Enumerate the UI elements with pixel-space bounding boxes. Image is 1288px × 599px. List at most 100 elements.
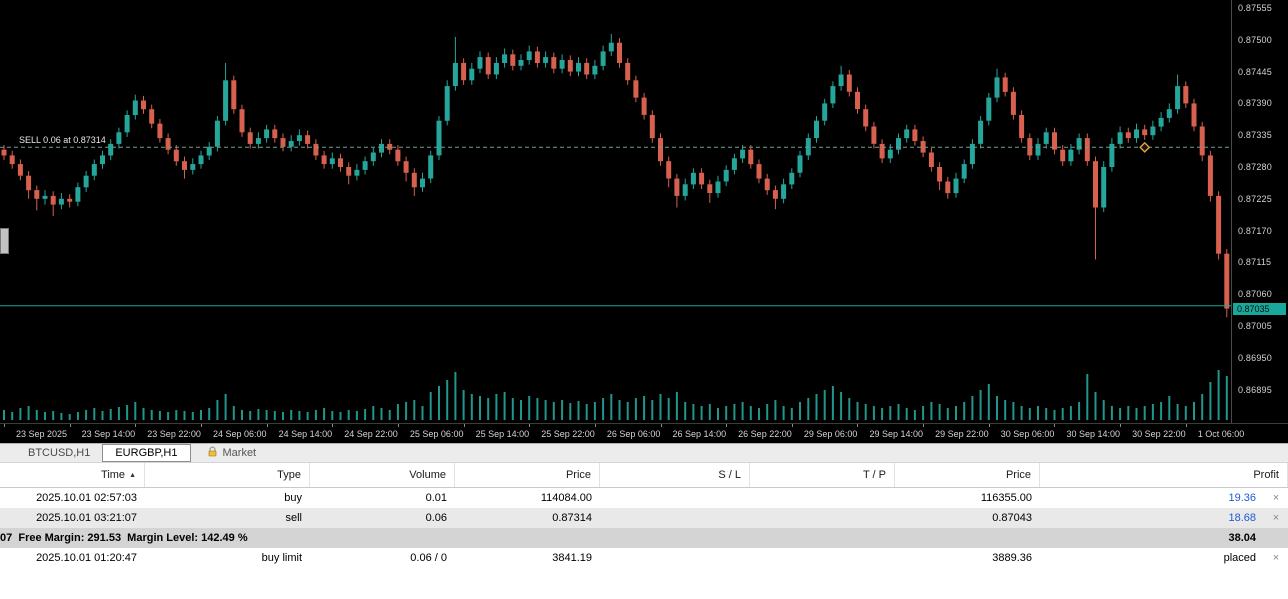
time-axis-label: 29 Sep 14:00 (869, 429, 924, 439)
cell-open-price: 3841.19 (552, 552, 592, 564)
price-axis[interactable]: 0.87555 0.87500 0.87445 0.87390 0.87335 0.872… (1231, 0, 1288, 423)
account-summary-row: 07 Free Margin: 291.53 Margin Level: 142… (0, 528, 1288, 548)
pending-order-row[interactable]: 2025.10.01 01:20:47 buy limit 0.06 / 0 3… (0, 548, 1288, 568)
time-axis-label: 23 Sep 22:00 (147, 429, 201, 439)
time-axis-tick (463, 424, 465, 427)
cell-open-price: 0.87314 (552, 512, 592, 524)
time-axis-tick (266, 424, 268, 427)
cell-type: buy limit (261, 552, 302, 564)
price-axis-label: 0.87445 (1238, 66, 1272, 77)
column-header-time-label: Time (101, 469, 126, 481)
time-axis-tick (135, 424, 137, 427)
total-profit: 38.04 (1228, 532, 1256, 544)
price-axis-label: 0.87280 (1238, 162, 1272, 172)
time-axis-tick (69, 424, 71, 427)
time-axis-tick (1120, 424, 1122, 427)
time-axis-tick (923, 424, 925, 427)
cell-type: buy (284, 492, 302, 504)
close-position-icon[interactable]: × (1272, 492, 1280, 504)
terminal-panel: Time ▲ Type Volume Price S / L T / P Pri… (0, 463, 1288, 568)
column-header-tp[interactable]: T / P (750, 463, 895, 487)
trade-marker-icon (1139, 141, 1151, 153)
price-axis-label: 0.87225 (1238, 193, 1272, 204)
cell-profit: 19.36 (1228, 492, 1256, 504)
time-axis-tick (1054, 424, 1056, 427)
cell-time: 2025.10.01 03:21:07 (36, 512, 137, 524)
time-axis-label: 25 Sep 14:00 (475, 429, 530, 439)
time-axis-label: 29 Sep 06:00 (803, 429, 858, 439)
price-axis-label: 0.87005 (1238, 321, 1272, 331)
time-axis-label: 1 Oct 06:00 (1197, 429, 1245, 439)
time-axis-label: 30 Sep 14:00 (1066, 429, 1121, 439)
price-axis-label: 0.87390 (1238, 98, 1272, 109)
account-summary-text: 07 Free Margin: 291.53 Margin Level: 142… (0, 532, 248, 544)
cell-profit: 18.68 (1228, 512, 1256, 524)
cell-current-price: 3889.36 (992, 552, 1032, 564)
chart-tab-bar: BTCUSD,H1 EURGBP,H1 Market (0, 443, 1288, 463)
close-position-icon[interactable]: × (1272, 512, 1280, 524)
chart-panel: SELL 0.06 at 0.87314 0.87555 0.87500 0.874… (0, 0, 1288, 443)
cell-type: sell (285, 512, 302, 524)
price-axis-label: 0.87060 (1238, 289, 1272, 300)
time-axis-tick (200, 424, 202, 427)
sell-position-label: SELL 0.06 at 0.87314 (19, 135, 106, 146)
time-axis-label: 26 Sep 14:00 (672, 429, 727, 439)
chart-scrollbar-handle[interactable] (0, 228, 9, 254)
column-header-profit[interactable]: Profit (1040, 463, 1288, 487)
time-axis-tick (988, 424, 990, 427)
market-tab-label: Market (222, 447, 257, 459)
time-axis-tick (332, 424, 334, 427)
price-axis-label: 0.86895 (1238, 384, 1272, 395)
column-header-time[interactable]: Time ▲ (0, 463, 145, 487)
time-axis[interactable]: 23 Sep 2025 23 Sep 14:00 23 Sep 22:00 24 Se… (0, 423, 1288, 443)
time-axis-label: 29 Sep 22:00 (935, 429, 989, 439)
time-axis-tick (1185, 424, 1187, 427)
price-axis-label: 0.87555 (1238, 3, 1272, 13)
time-axis-label: 24 Sep 14:00 (278, 429, 333, 439)
column-header-price[interactable]: Price (455, 463, 600, 487)
time-axis-tick (791, 424, 793, 427)
time-axis-label: 30 Sep 06:00 (1000, 429, 1055, 439)
time-axis-label: 30 Sep 22:00 (1132, 429, 1186, 439)
time-axis-tick (397, 424, 399, 427)
tab-eurgbp-h1[interactable]: EURGBP,H1 (102, 444, 191, 462)
tab-btcusd-h1[interactable]: BTCUSD,H1 (28, 447, 91, 459)
candlestick-chart[interactable] (0, 0, 1231, 423)
time-axis-label: 24 Sep 06:00 (212, 429, 267, 439)
lock-icon (207, 446, 218, 460)
cell-current-price: 0.87043 (992, 512, 1032, 524)
tab-market[interactable]: Market (207, 446, 257, 460)
time-axis-label: 26 Sep 06:00 (606, 429, 661, 439)
time-axis-label: 24 Sep 22:00 (344, 429, 398, 439)
time-axis-label: 25 Sep 06:00 (409, 429, 464, 439)
price-axis-label: 0.87335 (1238, 130, 1272, 141)
cell-open-price: 114084.00 (540, 492, 592, 504)
time-axis-tick (660, 424, 662, 427)
cell-volume: 0.06 (425, 512, 447, 524)
time-axis-tick (726, 424, 728, 427)
time-axis-label: 23 Sep 14:00 (81, 429, 136, 439)
price-axis-label: 0.86950 (1238, 352, 1272, 363)
time-axis-label: 25 Sep 22:00 (541, 429, 595, 439)
cell-status: placed (1223, 552, 1256, 564)
trade-row-buy[interactable]: 2025.10.01 02:57:03 buy 0.01 114084.00 1… (0, 488, 1288, 508)
time-axis-tick (529, 424, 531, 427)
time-axis-label: 26 Sep 22:00 (738, 429, 792, 439)
cell-volume: 0.01 (425, 492, 447, 504)
sort-asc-icon: ▲ (129, 471, 136, 479)
trade-row-sell[interactable]: 2025.10.01 03:21:07 sell 0.06 0.87314 0.… (0, 508, 1288, 528)
time-axis-tick (4, 424, 5, 427)
column-header-volume[interactable]: Volume (310, 463, 455, 487)
terminal-header-row: Time ▲ Type Volume Price S / L T / P Pri… (0, 463, 1288, 488)
column-header-sl[interactable]: S / L (600, 463, 750, 487)
cell-time: 2025.10.01 02:57:03 (36, 492, 137, 504)
price-axis-label: 0.87115 (1238, 257, 1272, 268)
cell-current-price: 116355.00 (980, 492, 1032, 504)
column-header-price2[interactable]: Price (895, 463, 1040, 487)
price-axis-label: 0.87500 (1238, 34, 1272, 45)
column-header-type[interactable]: Type (145, 463, 310, 487)
current-price-badge: 0.87035 (1233, 302, 1286, 315)
cell-time: 2025.10.01 01:20:47 (36, 552, 137, 564)
delete-order-icon[interactable]: × (1272, 552, 1280, 564)
cell-volume: 0.06 / 0 (410, 552, 447, 564)
